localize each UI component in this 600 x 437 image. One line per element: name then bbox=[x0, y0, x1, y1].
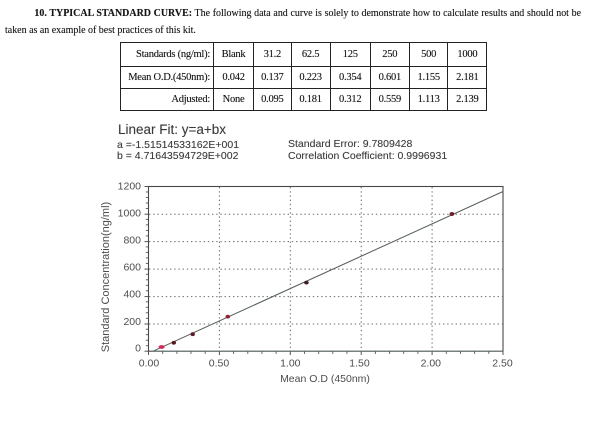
svg-text:1200: 1200 bbox=[118, 180, 142, 192]
svg-text:0: 0 bbox=[135, 343, 141, 355]
svg-text:1000: 1000 bbox=[118, 207, 142, 219]
svg-text:800: 800 bbox=[123, 235, 141, 247]
svg-text:0.50: 0.50 bbox=[209, 357, 230, 369]
svg-text:Standard Concentration(ng/ml): Standard Concentration(ng/ml) bbox=[100, 202, 112, 352]
svg-text:0.00: 0.00 bbox=[139, 357, 160, 369]
svg-text:1.50: 1.50 bbox=[349, 357, 370, 369]
svg-text:2.50: 2.50 bbox=[492, 357, 513, 369]
svg-text:2.00: 2.00 bbox=[421, 357, 442, 369]
svg-text:200: 200 bbox=[123, 316, 141, 328]
svg-text:600: 600 bbox=[123, 261, 141, 273]
svg-text:400: 400 bbox=[123, 289, 141, 301]
svg-text:1.00: 1.00 bbox=[280, 357, 301, 369]
svg-text:Mean O.D (450nm): Mean O.D (450nm) bbox=[280, 373, 370, 385]
